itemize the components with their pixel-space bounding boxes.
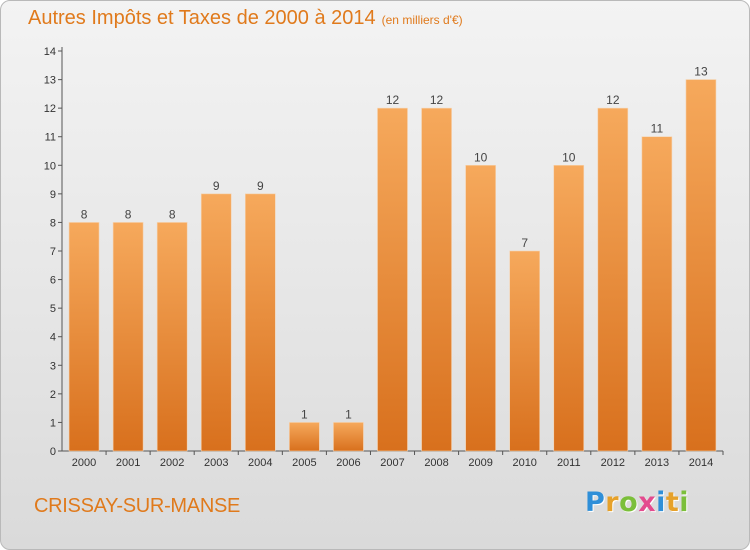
data-label-2000: 8: [81, 207, 88, 221]
data-label-2007: 12: [386, 93, 400, 107]
y-tick-label: 4: [50, 332, 56, 344]
x-tick-label-2005: 2005: [292, 457, 316, 469]
data-label-2011: 10: [562, 150, 576, 164]
data-label-2009: 10: [474, 150, 488, 164]
bar-2012: [597, 107, 629, 452]
logo-letter: o: [619, 487, 639, 518]
chart-title: Autres Impôts et Taxes de 2000 à 2014 (en…: [28, 7, 463, 30]
logo-letter: i: [656, 487, 666, 518]
y-tick-label: 3: [50, 360, 56, 372]
logo-letter: i: [679, 487, 690, 518]
logo-letter: r: [605, 487, 620, 518]
x-tick-label-2011: 2011: [557, 457, 581, 469]
y-tick-label: 13: [44, 75, 56, 87]
x-tick-labels: 2000 2001 2002 2003 2004 2005 2006 2007 2008 2009…: [72, 457, 713, 469]
bar-2013: [641, 136, 673, 452]
y-tick-label: 14: [44, 46, 56, 58]
y-tick-label: 12: [44, 103, 56, 115]
x-tick-label-2009: 2009: [468, 457, 492, 469]
data-label-2014: 13: [694, 65, 708, 79]
x-tick-label-2001: 2001: [116, 457, 140, 469]
data-label-2005: 1: [301, 407, 308, 421]
x-tick-label-2007: 2007: [380, 457, 404, 469]
data-label-2008: 12: [430, 93, 444, 107]
y-tick-label: 10: [44, 160, 56, 172]
bar-2014: [685, 79, 717, 452]
x-tick-label-2002: 2002: [160, 457, 184, 469]
data-label-2010: 7: [521, 236, 528, 250]
logo-letter: P: [585, 487, 606, 518]
x-tick-label-2014: 2014: [689, 457, 713, 469]
bars: [68, 79, 717, 452]
y-tick-label: 0: [50, 446, 56, 458]
x-tick-label-2008: 2008: [424, 457, 448, 469]
x-tick-label-2013: 2013: [645, 457, 669, 469]
y-tick-label: 7: [50, 246, 56, 258]
x-tick-label-2012: 2012: [601, 457, 625, 469]
data-label-2012: 12: [606, 93, 620, 107]
data-label-2006: 1: [345, 407, 352, 421]
logo-letter: x: [638, 487, 657, 518]
x-tick-label-2010: 2010: [512, 457, 536, 469]
x-tick-label-2000: 2000: [72, 457, 96, 469]
bar-2002: [156, 222, 188, 452]
town-name: CRISSAY-SUR-MANSE: [34, 495, 241, 517]
proxiti-logo[interactable]: Proxiti: [585, 487, 689, 518]
bar-2001: [112, 222, 144, 452]
bar-2006: [333, 422, 364, 452]
bar-2010: [509, 250, 541, 452]
bar-2005: [289, 422, 320, 452]
bar-2007: [377, 107, 408, 452]
x-tick-label-2003: 2003: [204, 457, 228, 469]
data-label-2003: 9: [213, 179, 220, 193]
bar-2011: [553, 164, 585, 452]
x-tick-label-2006: 2006: [336, 457, 360, 469]
chart-subtitle: (en milliers d'€): [381, 13, 463, 27]
data-label-2002: 8: [169, 207, 176, 221]
bar-2000: [68, 222, 100, 452]
y-tick-label: 2: [50, 389, 56, 401]
data-label-2004: 9: [257, 179, 264, 193]
bar-2004: [245, 193, 276, 452]
bar-2009: [465, 164, 496, 452]
data-label-2001: 8: [125, 207, 132, 221]
bar-2003: [200, 193, 232, 452]
y-tick-label: 1: [50, 417, 56, 429]
y-tick-label: 9: [50, 189, 56, 201]
bar-2008: [421, 107, 452, 452]
title-text: Autres Impôts et Taxes de 2000 à 2014: [28, 7, 376, 29]
x-tick-label-2004: 2004: [248, 457, 272, 469]
y-tick-label: 5: [50, 303, 56, 315]
y-tick-label: 11: [45, 132, 56, 144]
y-tick-label: 6: [50, 275, 56, 287]
logo-letter: t: [665, 487, 680, 518]
y-tick-label: 8: [50, 217, 56, 229]
data-label-2013: 11: [651, 122, 664, 136]
